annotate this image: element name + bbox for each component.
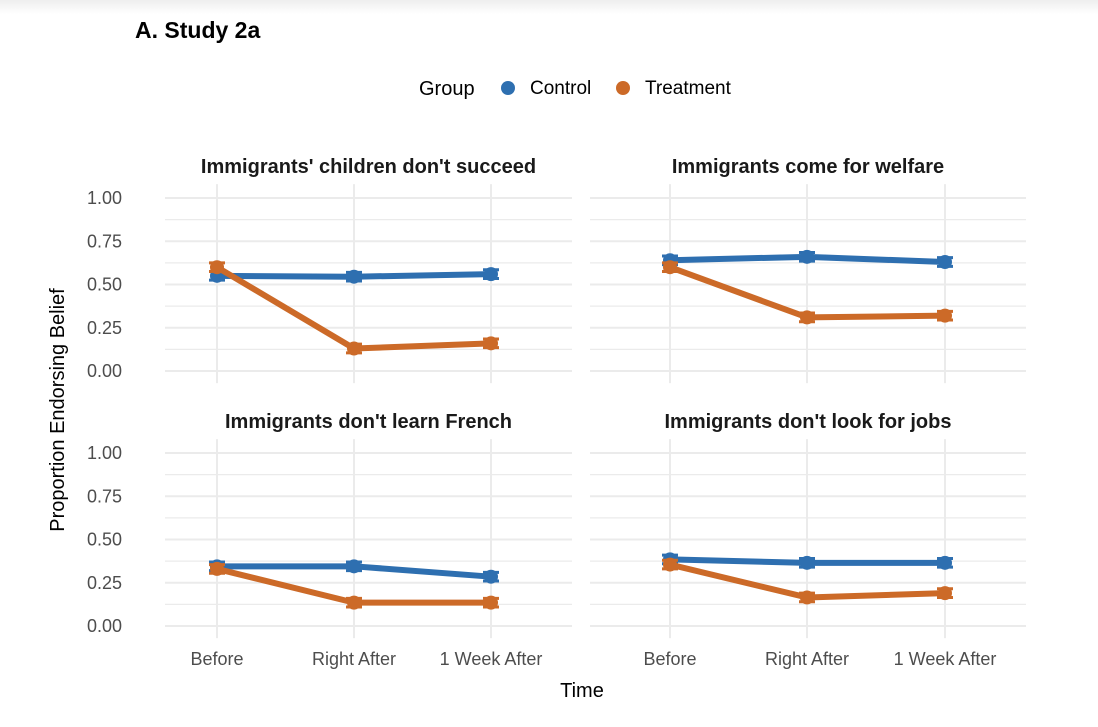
treatment-data-point bbox=[347, 595, 361, 610]
treatment-data-point bbox=[210, 561, 224, 576]
window-top-shadow bbox=[0, 0, 1098, 14]
y-tick-label: 0.00 bbox=[87, 361, 122, 381]
legend: Group Control Treatment bbox=[419, 78, 732, 100]
control-data-point bbox=[347, 559, 361, 574]
y-tick-label: 0.50 bbox=[87, 275, 122, 295]
treatment-data-point bbox=[663, 260, 677, 275]
treatment-data-point bbox=[210, 260, 224, 275]
control-data-point bbox=[800, 555, 814, 570]
x-tick-label: 1 Week After bbox=[894, 649, 997, 669]
legend-treatment-label: Treatment bbox=[645, 78, 732, 99]
facet-panel: Immigrants' children don't succeed 0.00 0.… bbox=[87, 156, 572, 384]
x-tick-label: Before bbox=[190, 649, 243, 669]
treatment-data-point bbox=[663, 557, 677, 572]
treatment-data-point bbox=[938, 308, 952, 323]
y-tick-label: 1.00 bbox=[87, 188, 122, 208]
control-data-point bbox=[484, 569, 498, 584]
y-tick-label: 1.00 bbox=[87, 443, 122, 463]
y-tick-label: 0.50 bbox=[87, 530, 122, 550]
facet-title: Immigrants don't learn French bbox=[225, 411, 512, 433]
treatment-data-point bbox=[800, 590, 814, 605]
x-tick-label: Before bbox=[643, 649, 696, 669]
x-tick-label: 1 Week After bbox=[440, 649, 543, 669]
control-data-point bbox=[484, 267, 498, 282]
facet-title: Immigrants don't look for jobs bbox=[665, 411, 952, 433]
chart-title: A. Study 2a bbox=[135, 17, 260, 43]
control-data-point bbox=[347, 269, 361, 284]
legend-title: Group bbox=[419, 78, 475, 100]
treatment-data-point bbox=[938, 586, 952, 601]
facet-panel: Immigrants don't learn French 0.00 0.25 0.5… bbox=[87, 411, 572, 669]
treatment-data-point bbox=[800, 310, 814, 325]
treatment-data-point bbox=[484, 336, 498, 351]
x-tick-label: Right After bbox=[312, 649, 396, 669]
legend-control-marker bbox=[501, 81, 515, 95]
treatment-data-point bbox=[484, 595, 498, 610]
y-tick-label: 0.25 bbox=[87, 573, 122, 593]
facet-panel: Immigrants don't look for jobs Before Righ… bbox=[590, 411, 1026, 669]
facet-title: Immigrants' children don't succeed bbox=[201, 156, 536, 178]
y-tick-label: 0.75 bbox=[87, 231, 122, 251]
y-tick-label: 0.25 bbox=[87, 318, 122, 338]
x-axis-title: Time bbox=[560, 680, 604, 702]
y-tick-label: 0.00 bbox=[87, 616, 122, 636]
control-data-point bbox=[938, 555, 952, 570]
facet-title: Immigrants come for welfare bbox=[672, 156, 944, 178]
y-tick-label: 0.75 bbox=[87, 486, 122, 506]
control-data-point bbox=[800, 249, 814, 264]
legend-control-label: Control bbox=[530, 78, 591, 99]
treatment-data-point bbox=[347, 341, 361, 356]
y-axis-title: Proportion Endorsing Belief bbox=[47, 288, 69, 532]
control-data-point bbox=[938, 255, 952, 270]
x-tick-label: Right After bbox=[765, 649, 849, 669]
facet-panel: Immigrants come for welfare bbox=[590, 156, 1026, 384]
legend-treatment-marker bbox=[616, 81, 630, 95]
